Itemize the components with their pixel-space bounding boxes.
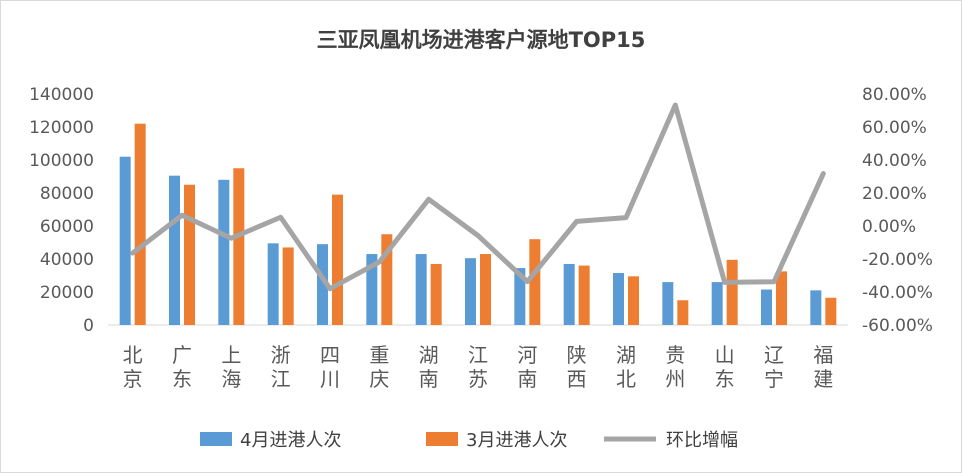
growth-rate-point [724,281,726,283]
bar-april [465,258,476,325]
x-category-label: 湖南 [419,343,439,391]
growth-rate-point [822,173,824,175]
bar-april [613,273,624,325]
bar-march [529,239,541,325]
y-left-tick-label: 0 [83,316,94,336]
y-right-tick-label: 80.00% [862,85,927,105]
legend-swatch [426,432,458,446]
bar-april [711,282,723,325]
growth-rate-point [132,252,134,254]
y-right-tick-label: 0.00% [862,217,916,237]
growth-rate-point [181,214,183,216]
bar-april [810,290,822,325]
bar-march [825,297,837,325]
growth-rate-point [576,220,578,222]
x-category-label: 北京 [123,343,143,391]
y-right-tick-label: -20.00% [862,250,933,270]
y-left-tick-label: 100000 [29,151,94,171]
y-right-tick-label: -60.00% [862,316,933,336]
bar-march [726,259,738,325]
x-category-label: 福建 [813,343,833,391]
growth-rate-point [428,198,430,200]
x-category-label: 上海 [221,343,241,391]
growth-rate-point [329,288,331,290]
bar-march [381,234,393,325]
growth-rate-point [378,261,380,263]
legend-swatch [200,432,232,446]
bar-april [662,282,674,325]
bar-april [514,268,526,325]
y-left-tick-label: 120000 [29,118,94,138]
x-category-label: 辽宁 [764,343,784,391]
legend-label: 3月进港人次 [466,430,567,451]
bar-april [563,263,575,325]
chart-title: 三亚凤凰机场进港客户源地TOP15 [317,28,646,52]
legend: 4月进港人次 3月进港人次 环比增幅 [200,430,738,451]
x-category-label: 四川 [320,343,340,391]
x-category-label: 重庆 [369,343,389,391]
bar-march [184,184,195,325]
growth-rate-point [625,217,627,219]
x-category-label: 浙江 [271,343,291,391]
bar-april [415,254,427,325]
bar-march [233,168,245,325]
bar-march [776,271,787,325]
bar-march [628,276,639,325]
bar-april [317,244,328,325]
bar-march [430,263,442,325]
plot-area: 0 20000 40000 60000 80000 100000 120000 140000 -… [29,85,933,391]
y-left-tick-label: 80000 [40,184,94,204]
bar-march [677,300,689,325]
bar-march [578,265,590,325]
bar-april [119,156,131,325]
bar-april [169,175,180,325]
growth-rate-point [230,237,232,239]
y-left-tick-label: 40000 [40,250,94,270]
growth-rate-point [773,281,775,283]
y-right-tick-label: -40.00% [862,283,933,303]
y-left-tick-label: 20000 [40,283,94,303]
bar-march [480,254,491,325]
y-right-tick-label: 40.00% [862,151,927,171]
y-right-tick-label: 20.00% [862,184,927,204]
growth-rate-point [674,104,676,106]
growth-rate-point [477,235,479,237]
bar-april [218,179,230,325]
legend-label: 环比增幅 [666,430,738,451]
y-right-tick-label: 60.00% [862,118,927,138]
bar-april [761,289,772,325]
y-left-tick-label: 140000 [29,85,94,105]
y-left-tick-label: 60000 [40,217,94,237]
bar-march [332,194,343,325]
x-category-label: 贵州 [665,343,685,391]
x-category-label: 河南 [517,343,537,391]
bar-march [282,247,294,325]
x-category-label: 湖北 [616,343,636,391]
bar-march [134,123,146,325]
legend-label: 4月进港人次 [240,430,341,451]
x-category-label: 山东 [715,343,735,391]
x-category-label: 江苏 [468,343,488,391]
growth-rate-point [526,281,528,283]
x-category-label: 陕西 [567,343,587,391]
bar-april [366,254,378,325]
growth-rate-point [280,216,282,218]
x-category-label: 广东 [172,343,192,391]
bar-april [267,243,279,325]
